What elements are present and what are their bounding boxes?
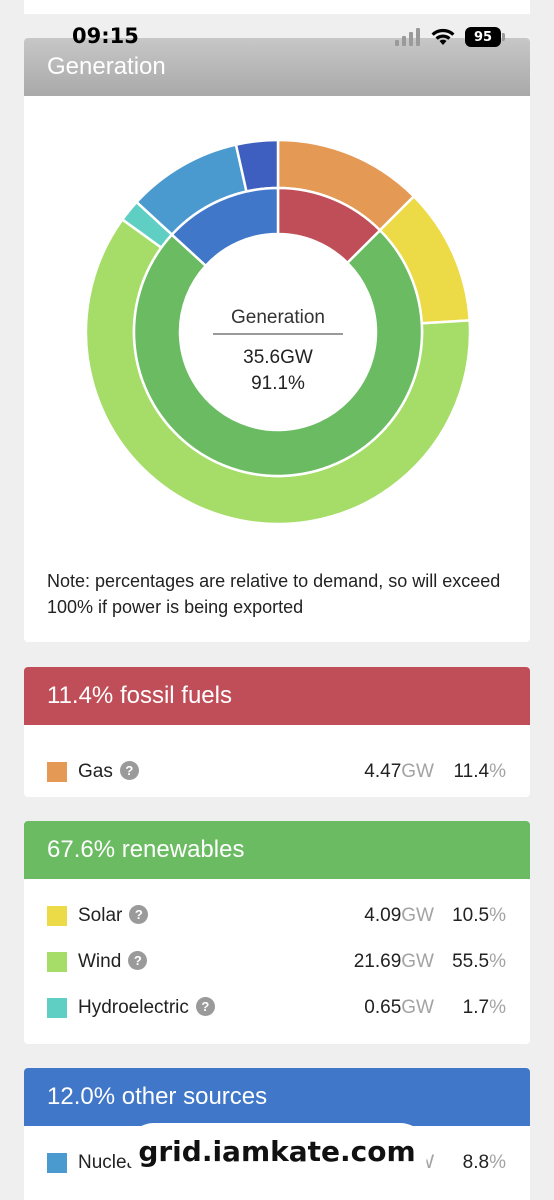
pct-unit: % xyxy=(489,1152,506,1173)
pct-unit: % xyxy=(489,997,506,1018)
solar-gw: 4.09 xyxy=(364,905,402,926)
hydroelectric-label: Hydroelectric xyxy=(78,997,189,1018)
gas-gw: 4.47 xyxy=(364,761,402,782)
help-icon[interactable]: ? xyxy=(119,761,139,780)
hydroelectric-swatch xyxy=(47,998,67,1018)
wind-label: Wind xyxy=(78,951,122,972)
pct-unit: % xyxy=(489,905,506,926)
help-icon[interactable]: ? xyxy=(129,905,149,924)
help-icon[interactable]: ? xyxy=(128,951,148,970)
donut-center-pct: 91.1% xyxy=(251,373,305,394)
gas-swatch xyxy=(47,762,67,782)
gw-unit: GW xyxy=(401,905,434,926)
site-watermark: grid.iamkate.com xyxy=(126,1123,428,1179)
inner-ring xyxy=(132,186,424,478)
gw-unit: GW xyxy=(401,761,434,782)
solar-pct: 10.5 xyxy=(452,905,490,926)
generation-donut-chart: Generation 35.6GW 91.1% xyxy=(86,140,470,524)
outer-ring xyxy=(86,140,470,524)
battery-tip xyxy=(502,33,505,41)
nuclear-swatch xyxy=(47,1153,67,1173)
hydroelectric-gw: 0.65 xyxy=(364,997,402,1018)
generation-header: Generation xyxy=(24,38,530,96)
previous-card-edge xyxy=(24,0,530,14)
help-icon[interactable]: ? xyxy=(195,997,215,1016)
donut-center-title: Generation xyxy=(231,307,325,328)
fossil-fuels-header: 11.4% fossil fuels xyxy=(24,667,530,725)
status-time: 09:15 xyxy=(72,24,139,48)
wind-swatch xyxy=(47,952,67,972)
wifi-icon xyxy=(431,28,455,45)
inner-ring-slice-renewables xyxy=(132,228,424,478)
renewables-header: 67.6% renewables xyxy=(24,821,530,879)
source-row-gas: Gas? 4.47GW 11.4% xyxy=(24,749,530,795)
gw-unit: GW xyxy=(401,997,434,1018)
hydroelectric-pct: 1.7 xyxy=(462,997,490,1018)
percentage-note: Note: percentages are relative to demand… xyxy=(47,571,501,617)
wind-gw: 21.69 xyxy=(353,951,402,972)
battery-indicator: 95 xyxy=(465,27,501,47)
donut-center-gw: 35.6GW xyxy=(243,347,313,368)
gas-label: Gas xyxy=(78,761,113,782)
source-row-hydroelectric: Hydroelectric? 0.65GW 1.7% xyxy=(24,985,530,1031)
status-bar: 09:15 95 xyxy=(0,0,554,52)
solar-swatch xyxy=(47,906,67,926)
generation-card: Generation Generation 35.6GW 91.1% Note:… xyxy=(24,38,530,642)
pct-unit: % xyxy=(489,761,506,782)
fossil-fuels-card: 11.4% fossil fuels Gas? 4.47GW 11.4% xyxy=(24,667,530,797)
nuclear-pct: 8.8 xyxy=(462,1152,490,1173)
source-row-solar: Solar? 4.09GW 10.5% xyxy=(24,893,530,939)
inner-ring-slice-other-sources xyxy=(170,186,280,268)
other-sources-header: 12.0% other sources xyxy=(24,1068,530,1126)
renewables-card: 67.6% renewables Solar? 4.09GW 10.5% Win… xyxy=(24,821,530,1044)
gw-unit: GW xyxy=(401,951,434,972)
source-row-wind: Wind? 21.69GW 55.5% xyxy=(24,939,530,985)
pct-unit: % xyxy=(489,951,506,972)
solar-label: Solar xyxy=(78,905,123,926)
wind-pct: 55.5 xyxy=(452,951,490,972)
cellular-signal-icon xyxy=(395,28,420,46)
gas-pct: 11.4 xyxy=(453,761,490,782)
